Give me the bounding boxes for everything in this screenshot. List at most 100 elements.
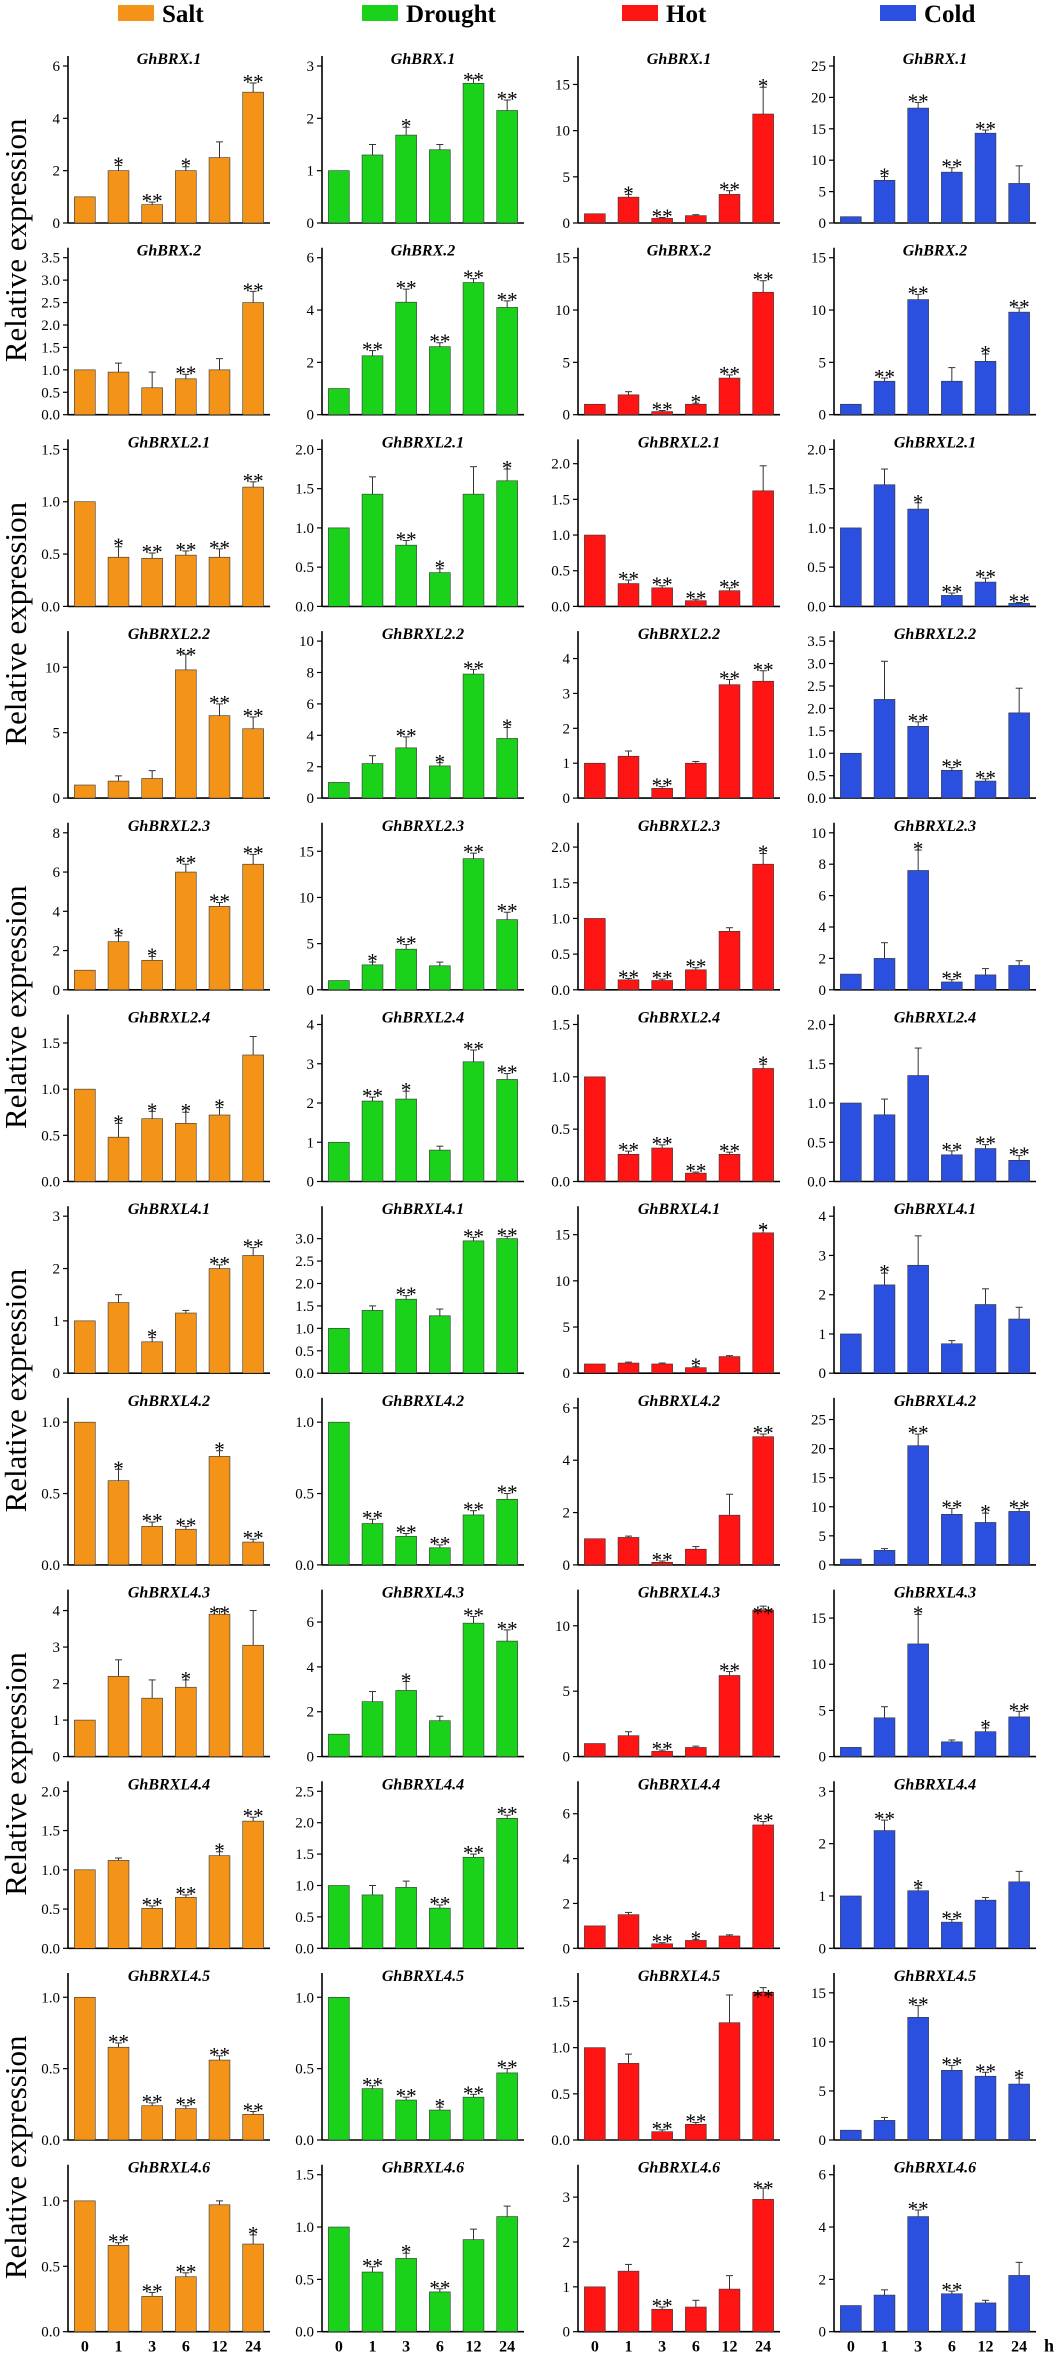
y-tick-label-ghbrx-2-drought: 6 — [307, 251, 315, 267]
bar-ghbrx-2-drought-3 — [395, 301, 417, 415]
x-tick-label-col1-3: 3 — [402, 2339, 410, 2356]
sig-marker-ghbrxl2-3-cold-3: * — [913, 837, 924, 861]
sig-marker-ghbrxl4-6-salt-24: * — [248, 2222, 259, 2246]
y-tick-label-ghbrxl4-4-salt: 0.5 — [41, 1902, 60, 1918]
y-tick-label-ghbrxl2-3-hot: 0.5 — [551, 947, 570, 963]
y-tick-label-ghbrxl4-1-drought: 0.0 — [295, 1366, 314, 1382]
sig-marker-ghbrxl2-1-cold-3: * — [913, 490, 924, 514]
y-tick-label-ghbrx-2-drought: 0 — [307, 408, 315, 424]
sig-marker-ghbrxl2-4-drought-3: * — [401, 1078, 412, 1102]
x-tick-label-col3-0: 0 — [847, 2339, 855, 2356]
bar-ghbrxl4-3-salt-12 — [208, 1613, 231, 1757]
bar-ghbrxl4-1-drought-1 — [361, 1310, 384, 1374]
y-tick-label-ghbrxl4-2-hot: 6 — [563, 1401, 571, 1417]
bar-ghbrxl2-2-salt-1 — [107, 780, 130, 799]
y-tick-label-ghbrxl2-1-salt: 1.5 — [41, 442, 60, 458]
bar-ghbrxl2-3-hot-0 — [584, 918, 606, 991]
bar-ghbrxl2-3-salt-24 — [242, 863, 264, 991]
bar-ghbrxl4-4-drought-0 — [328, 1885, 350, 1949]
bar-ghbrxl4-3-hot-1 — [617, 1735, 640, 1757]
panel-title-ghbrxl4-2-drought: GhBRXL4.2 — [382, 1393, 464, 1410]
y-tick-label-ghbrxl4-5-salt: 1.0 — [41, 1990, 60, 2006]
panel-title-ghbrx-1-drought: GhBRX.1 — [391, 51, 455, 68]
panel-title-ghbrxl4-4-cold: GhBRXL4.4 — [894, 1776, 976, 1793]
bar-ghbrxl4-1-hot-24 — [752, 1232, 774, 1374]
bar-ghbrx-1-hot-6 — [685, 215, 707, 224]
sig-marker-ghbrxl4-1-salt-12: ** — [209, 1252, 230, 1276]
sig-marker-ghbrxl2-1-hot-1: ** — [618, 567, 639, 591]
y-tick-label-ghbrx-2-hot: 15 — [555, 251, 570, 267]
sig-marker-ghbrxl4-3-cold-24: ** — [1009, 1698, 1030, 1722]
bar-ghbrxl4-6-salt-24 — [242, 2243, 264, 2333]
y-tick-label-ghbrxl2-3-salt: 4 — [53, 904, 61, 920]
bar-ghbrxl4-1-cold-12 — [974, 1304, 997, 1374]
panel-title-ghbrxl2-3-salt: GhBRXL2.3 — [128, 818, 210, 835]
y-tick-label-ghbrxl2-2-salt: 5 — [53, 726, 61, 742]
sig-marker-ghbrxl2-4-drought-24: ** — [497, 1061, 518, 1085]
bar-ghbrxl4-5-cold-3 — [907, 2017, 929, 2141]
y-tick-label-ghbrxl2-1-drought: 0.0 — [295, 599, 314, 615]
y-tick-label-ghbrxl4-2-cold: 10 — [811, 1500, 826, 1516]
y-tick-label-ghbrx-1-salt: 2 — [53, 164, 61, 180]
y-tick-label-ghbrxl4-4-drought: 2.0 — [295, 1816, 314, 1832]
sig-marker-ghbrxl4-2-cold-12: * — [980, 1500, 991, 1524]
bar-ghbrxl4-1-cold-24 — [1008, 1318, 1030, 1374]
y-tick-label-ghbrxl4-3-salt: 4 — [53, 1604, 61, 1620]
sig-marker-ghbrxl4-2-drought-12: ** — [463, 1498, 484, 1522]
y-tick-label-ghbrxl4-6-salt: 0.5 — [41, 2259, 60, 2275]
y-tick-label-ghbrxl2-3-salt: 8 — [53, 826, 61, 842]
sig-marker-ghbrxl4-5-salt-12: ** — [209, 2043, 230, 2067]
y-tick-label-ghbrxl2-1-drought: 0.5 — [295, 560, 314, 576]
y-tick-label-ghbrxl4-2-hot: 0 — [563, 1558, 571, 1574]
sig-marker-ghbrxl4-5-cold-6: ** — [941, 2052, 962, 2076]
sig-marker-ghbrxl2-4-drought-12: ** — [463, 1037, 484, 1061]
sig-marker-ghbrxl2-1-drought-6: * — [435, 556, 446, 580]
sig-marker-ghbrx-1-salt-24: ** — [243, 70, 264, 94]
bar-ghbrxl2-3-salt-6 — [175, 871, 197, 991]
sig-marker-ghbrxl4-6-salt-6: ** — [175, 2260, 196, 2284]
sig-marker-ghbrxl4-5-salt-1: ** — [108, 2030, 129, 2054]
y-tick-label-ghbrxl4-6-hot: 1 — [563, 2280, 571, 2296]
y-tick-label-ghbrxl4-5-hot: 1.5 — [551, 1994, 570, 2010]
bar-ghbrxl2-2-hot-6 — [685, 762, 707, 799]
sig-marker-ghbrxl2-2-cold-12: ** — [975, 766, 996, 790]
y-tick-label-ghbrxl4-4-hot: 4 — [563, 1852, 571, 1868]
legend-swatch-salt — [118, 5, 154, 21]
sig-marker-ghbrx-1-salt-3: ** — [142, 189, 163, 213]
y-tick-label-ghbrxl2-4-drought: 0 — [307, 1175, 315, 1191]
bar-ghbrxl4-4-drought-1 — [361, 1894, 384, 1949]
bar-ghbrxl2-4-drought-1 — [361, 1100, 384, 1182]
bar-ghbrxl2-2-salt-24 — [242, 728, 264, 799]
bar-ghbrxl4-6-salt-6 — [175, 2276, 197, 2333]
bar-ghbrxl4-3-drought-24 — [496, 1640, 518, 1757]
panel-title-ghbrxl4-2-cold: GhBRXL4.2 — [894, 1393, 976, 1410]
panel-title-ghbrxl2-4-hot: GhBRXL2.4 — [638, 1010, 720, 1027]
bar-ghbrxl4-3-salt-3 — [141, 1697, 163, 1757]
bar-ghbrx-1-salt-6 — [175, 170, 197, 224]
y-tick-label-ghbrxl4-5-drought: 1.0 — [295, 1990, 314, 2006]
y-tick-label-ghbrxl2-4-drought: 2 — [307, 1096, 315, 1112]
sig-marker-ghbrxl4-6-drought-1: ** — [362, 2254, 383, 2278]
bar-ghbrxl4-3-cold-1 — [873, 1717, 896, 1757]
y-tick-label-ghbrxl4-2-drought: 1.0 — [295, 1415, 314, 1431]
bar-ghbrx-1-hot-24 — [752, 113, 774, 224]
y-tick-label-ghbrxl4-1-hot: 5 — [563, 1320, 571, 1336]
y-tick-label-ghbrxl2-1-salt: 0.0 — [41, 599, 60, 615]
y-tick-label-ghbrxl4-4-salt: 1.5 — [41, 1824, 60, 1840]
panel-title-ghbrxl4-5-hot: GhBRXL4.5 — [638, 1968, 720, 1985]
bar-ghbrxl2-2-hot-24 — [752, 680, 774, 799]
bar-ghbrxl2-1-drought-12 — [462, 493, 485, 607]
y-tick-label-ghbrxl2-4-cold: 0.5 — [807, 1135, 826, 1151]
y-tick-label-ghbrxl4-1-drought: 2.5 — [295, 1254, 314, 1270]
panel-title-ghbrxl2-4-drought: GhBRXL2.4 — [382, 1010, 464, 1027]
y-tick-label-ghbrxl4-2-cold: 15 — [811, 1471, 826, 1487]
y-tick-label-ghbrxl2-2-salt: 0 — [53, 791, 61, 807]
sig-marker-ghbrxl2-4-salt-1: * — [113, 1110, 124, 1134]
bar-ghbrxl4-1-hot-0 — [584, 1363, 606, 1374]
bar-ghbrxl4-2-cold-1 — [873, 1550, 896, 1566]
panel-title-ghbrxl4-1-cold: GhBRXL4.1 — [894, 1201, 976, 1218]
y-axis-label: Relative expression — [0, 1652, 33, 1896]
y-tick-label-ghbrxl2-1-hot: 1.0 — [551, 528, 570, 544]
y-tick-label-ghbrx-1-drought: 3 — [307, 59, 315, 75]
